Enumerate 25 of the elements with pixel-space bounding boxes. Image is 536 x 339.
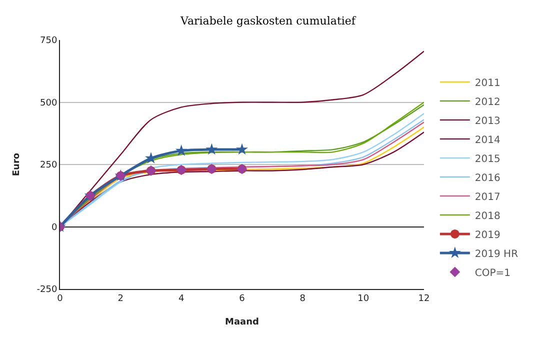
x-tick-label: 10 — [358, 294, 370, 304]
y-tick-label: -250 — [36, 285, 58, 296]
legend-label: 2014 — [474, 134, 500, 146]
x-tick-label: 12 — [418, 294, 430, 304]
y-tick-label: 500 — [40, 98, 58, 108]
x-axis-title: Maand — [225, 318, 259, 328]
x-tick-label: 2 — [118, 294, 124, 304]
y-tick-label: 0 — [51, 222, 58, 233]
chart-title: Variabele gaskosten cumulatief — [180, 14, 356, 28]
legend-label: COP=1 — [474, 268, 511, 279]
legend-label: 2019 — [474, 230, 500, 241]
legend-label: 2013 — [474, 116, 500, 127]
x-tick-label: 6 — [239, 294, 246, 304]
legend-label: 2015 — [474, 154, 500, 165]
legend-label: 2011 — [474, 78, 500, 89]
x-tick-label: 8 — [300, 294, 306, 304]
legend-label: 2012 — [474, 96, 500, 108]
legend-label: 2018 — [474, 210, 500, 222]
legend-label: 2017 — [474, 192, 500, 203]
legend-label: 2019 HR — [474, 248, 518, 260]
legend-label: 2016 — [474, 172, 500, 184]
y-tick-label: 750 — [40, 36, 58, 46]
y-axis-title: Euro — [12, 152, 22, 176]
y-tick-label: 250 — [40, 160, 58, 171]
x-tick-label: 4 — [178, 294, 184, 304]
